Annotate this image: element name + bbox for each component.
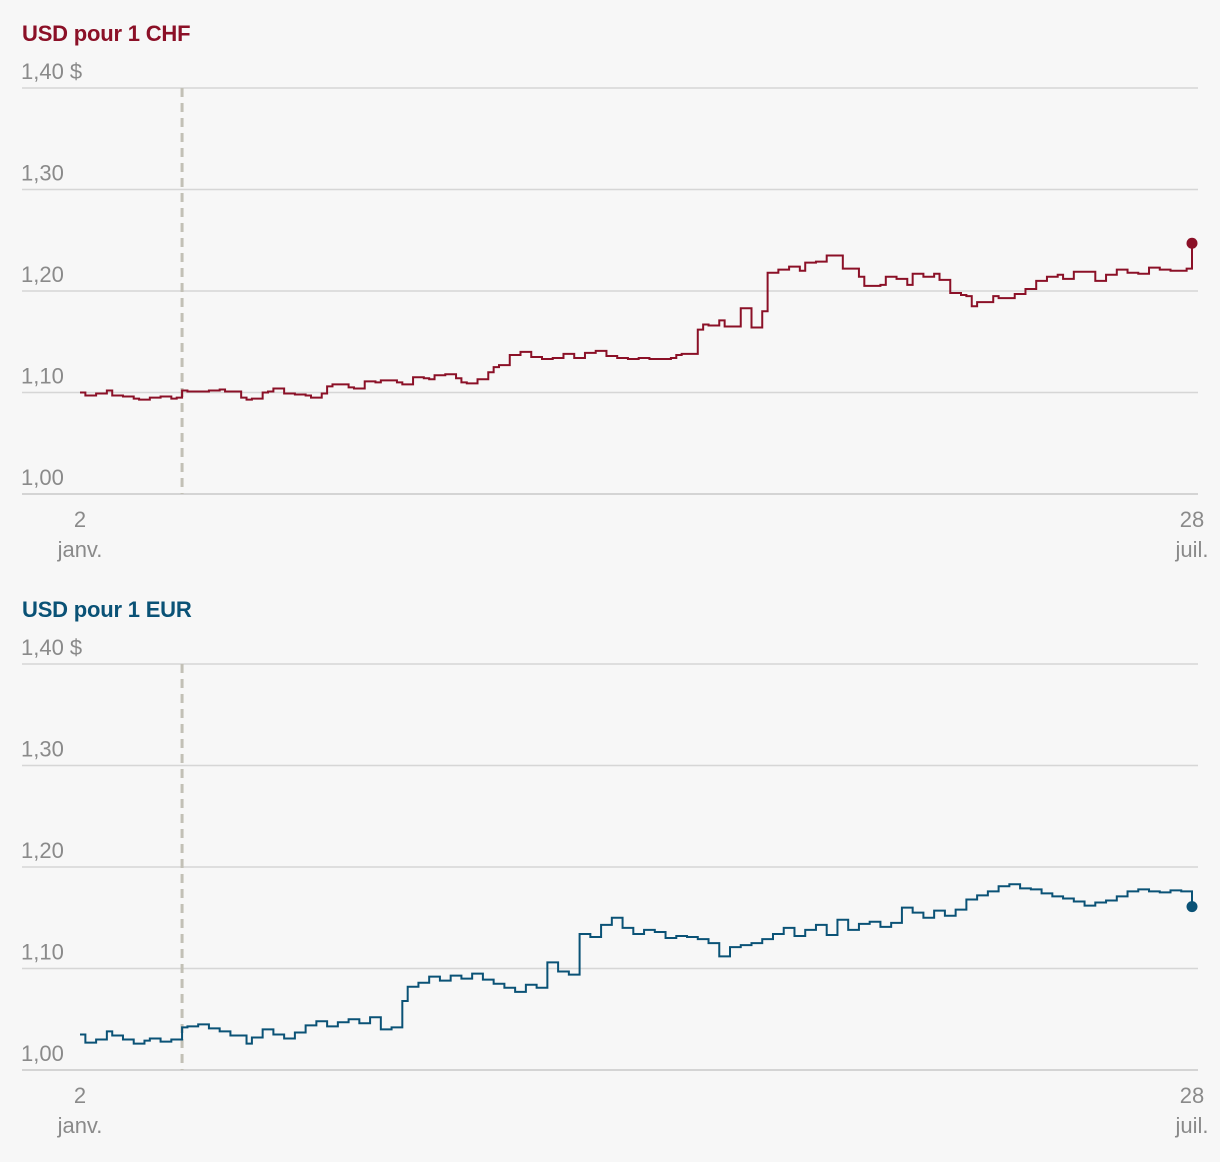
chart-eur: 1,00 1,10 1,20 1,30 1,40 $ 2 janv. 28 juil. <box>21 635 1209 1138</box>
y-tick-label: 1,40 $ <box>21 59 82 84</box>
x-tick-label: janv. <box>57 1113 103 1138</box>
x-tick-label: 28 <box>1180 507 1204 532</box>
series-line <box>80 883 1193 1045</box>
x-tick-label: 2 <box>74 507 86 532</box>
chart-title: USD pour 1 EUR <box>22 597 192 622</box>
y-tick-label: 1,20 <box>21 262 64 287</box>
y-tick-label: 1,20 <box>21 838 64 863</box>
y-tick-label: 1,10 <box>21 940 64 965</box>
chart-panel-chf: USD pour 1 CHF 1,00 1,10 1,20 1,30 1,40 $ 2 ja… <box>0 0 1220 580</box>
x-tick-label: juil. <box>1174 1113 1208 1138</box>
last-value-dot <box>1186 901 1198 913</box>
chart-panel-eur: USD pour 1 EUR 1,00 1,10 1,20 1,30 1,40 $ 2 ja… <box>0 576 1220 1162</box>
x-tick-label: janv. <box>57 537 103 562</box>
y-tick-label: 1,10 <box>21 364 64 389</box>
y-tick-label: 1,00 <box>21 465 64 490</box>
y-tick-label: 1,30 <box>21 737 64 762</box>
x-tick-label: 2 <box>74 1083 86 1108</box>
x-tick-label: juil. <box>1174 537 1208 562</box>
chart-chf: 1,00 1,10 1,20 1,30 1,40 $ 2 janv. 28 juil. <box>21 59 1209 562</box>
series-line <box>80 243 1193 401</box>
y-tick-label: 1,40 $ <box>21 635 82 660</box>
x-tick-label: 28 <box>1180 1083 1204 1108</box>
y-tick-label: 1,30 <box>21 161 64 186</box>
chart-title: USD pour 1 CHF <box>22 21 191 46</box>
last-value-dot <box>1186 237 1198 249</box>
y-tick-label: 1,00 <box>21 1041 64 1066</box>
